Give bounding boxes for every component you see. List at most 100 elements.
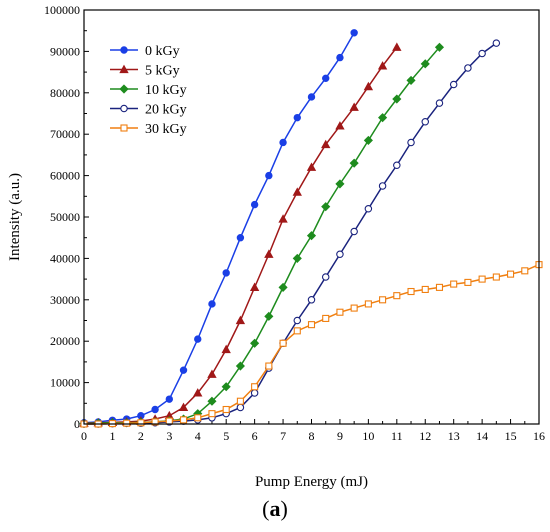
data-point bbox=[406, 75, 416, 85]
data-point bbox=[321, 139, 331, 149]
data-point bbox=[278, 282, 288, 292]
x-tick-label: 13 bbox=[448, 429, 460, 443]
data-point bbox=[306, 162, 317, 171]
data-point bbox=[350, 29, 358, 37]
data-point bbox=[364, 300, 372, 308]
y-tick-label: 60000 bbox=[50, 169, 80, 183]
panel-label-open: ( bbox=[262, 496, 270, 521]
data-point bbox=[377, 61, 388, 70]
data-point bbox=[208, 410, 216, 418]
data-point bbox=[151, 405, 159, 414]
y-tick-label: 90000 bbox=[50, 44, 80, 58]
data-point bbox=[123, 419, 131, 427]
x-tick-label: 12 bbox=[419, 429, 431, 443]
data-point bbox=[521, 267, 529, 275]
y-tick-label: 70000 bbox=[50, 127, 80, 141]
data-point bbox=[293, 316, 302, 325]
data-point bbox=[420, 59, 430, 69]
data-point bbox=[249, 282, 260, 291]
data-point bbox=[307, 296, 316, 304]
data-point bbox=[137, 419, 145, 427]
data-point bbox=[306, 231, 317, 241]
panel-label-letter: a bbox=[269, 496, 281, 521]
data-point bbox=[250, 389, 259, 397]
data-point bbox=[363, 135, 373, 145]
data-point bbox=[363, 81, 374, 91]
data-point bbox=[119, 64, 129, 74]
legend-item: 5 kGy bbox=[110, 64, 180, 79]
x-tick-label: 11 bbox=[391, 429, 403, 443]
data-point bbox=[307, 321, 316, 329]
data-point bbox=[179, 416, 188, 424]
legend-item: 30 kGy bbox=[110, 122, 187, 137]
series-layer bbox=[79, 29, 543, 429]
series-30-kgy bbox=[80, 261, 543, 428]
panel-label: (a) bbox=[0, 496, 550, 522]
series-line bbox=[84, 42, 497, 425]
data-point bbox=[250, 338, 260, 348]
y-tick-label: 30000 bbox=[50, 293, 80, 307]
y-tick-label: 80000 bbox=[50, 86, 80, 100]
data-point bbox=[278, 214, 288, 223]
x-tick-label: 6 bbox=[252, 429, 258, 443]
data-point bbox=[236, 403, 245, 412]
x-axis-title: Pump Energy (mJ) bbox=[255, 474, 368, 490]
data-point bbox=[208, 300, 216, 308]
data-point bbox=[120, 104, 128, 113]
legend-item: 20 kGy bbox=[110, 103, 187, 118]
data-point bbox=[464, 64, 472, 72]
legend-label: 10 kGy bbox=[145, 83, 187, 98]
x-tick-label: 2 bbox=[138, 429, 144, 443]
data-point bbox=[279, 138, 287, 147]
data-point bbox=[492, 273, 500, 281]
data-point bbox=[435, 99, 444, 107]
data-point bbox=[279, 339, 287, 347]
axis-ticks: 0 1 2 3 4 5 6 7 8 9 10 11 12 13 14 15 160100002000030000… bbox=[44, 3, 545, 443]
data-point bbox=[464, 278, 472, 286]
data-point bbox=[207, 369, 217, 378]
data-point bbox=[194, 335, 202, 343]
x-tick-label: 4 bbox=[195, 429, 201, 443]
data-point bbox=[165, 395, 174, 403]
y-tick-label: 0 bbox=[74, 417, 80, 431]
data-point bbox=[335, 121, 345, 130]
data-point bbox=[378, 182, 387, 190]
data-point bbox=[250, 200, 259, 209]
data-point bbox=[293, 327, 301, 335]
series-line bbox=[84, 263, 540, 425]
x-tick-label: 10 bbox=[362, 429, 374, 443]
legend-label: 30 kGy bbox=[145, 122, 187, 137]
data-point bbox=[322, 314, 330, 322]
series-20-kgy bbox=[80, 39, 501, 428]
x-tick-label: 15 bbox=[505, 429, 517, 443]
data-point bbox=[221, 382, 231, 392]
data-point bbox=[478, 49, 486, 58]
y-tick-label: 40000 bbox=[50, 251, 80, 265]
data-point bbox=[336, 250, 344, 259]
data-point bbox=[265, 362, 273, 370]
y-tick-label: 20000 bbox=[50, 334, 80, 348]
data-point bbox=[222, 269, 230, 277]
data-point bbox=[221, 344, 231, 354]
data-point bbox=[235, 361, 245, 371]
data-point bbox=[421, 118, 429, 126]
data-point bbox=[349, 102, 359, 111]
data-point bbox=[264, 311, 274, 321]
data-point bbox=[236, 234, 245, 242]
data-point bbox=[434, 42, 445, 52]
x-tick-label: 0 bbox=[81, 429, 87, 443]
data-point bbox=[207, 396, 217, 406]
data-point bbox=[350, 227, 358, 236]
data-point bbox=[194, 414, 202, 422]
data-point bbox=[251, 383, 259, 391]
data-point bbox=[407, 138, 415, 147]
data-point bbox=[507, 270, 515, 278]
data-point bbox=[349, 158, 359, 168]
data-point bbox=[193, 388, 203, 397]
data-point bbox=[478, 275, 486, 283]
data-point bbox=[264, 249, 274, 258]
data-point bbox=[435, 283, 444, 291]
y-tick-label: 10000 bbox=[50, 376, 80, 390]
data-point bbox=[450, 280, 458, 288]
data-point bbox=[119, 84, 129, 94]
